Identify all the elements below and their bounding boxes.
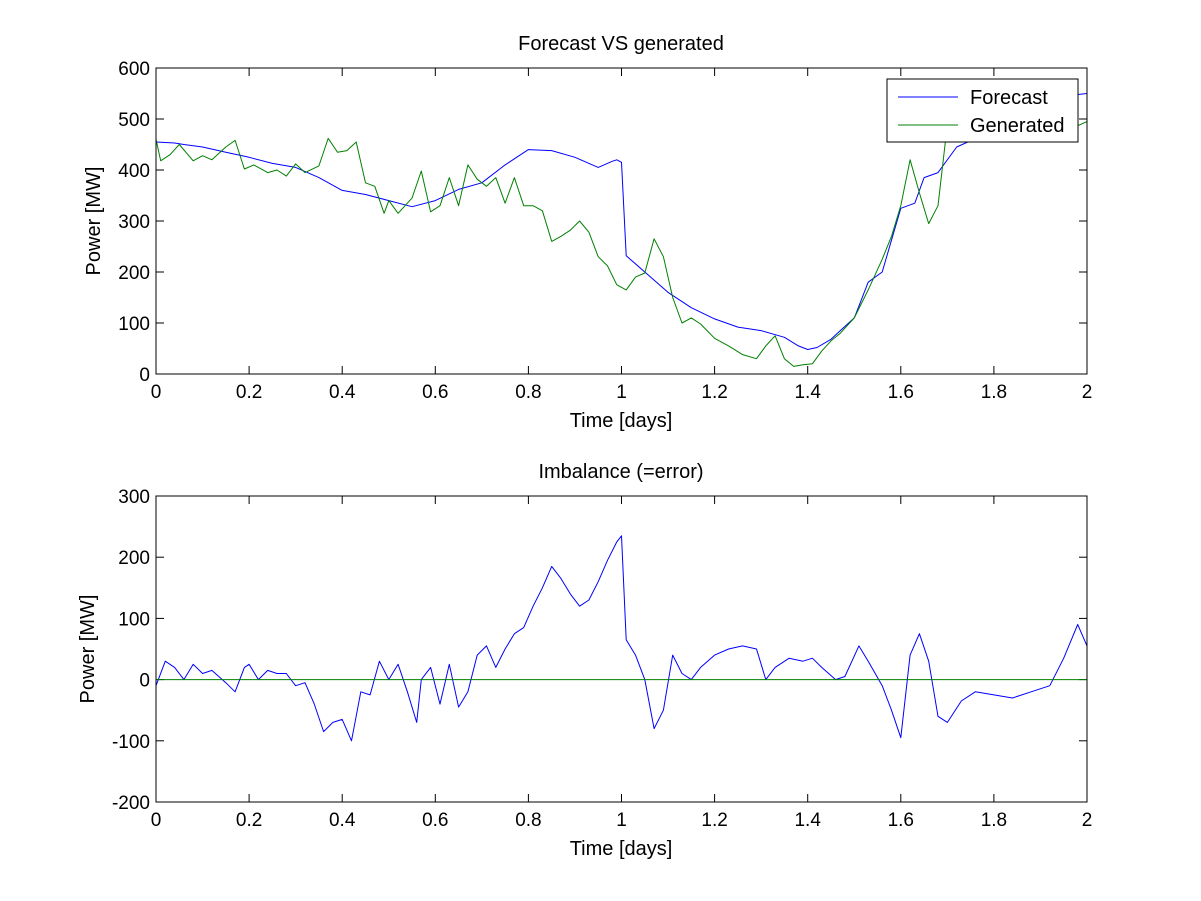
y-axis-label: Power [MW] xyxy=(77,595,99,704)
x-tick-label: 2 xyxy=(1082,382,1093,403)
x-tick-label: 1.2 xyxy=(701,382,727,403)
series-line-generated xyxy=(156,108,1087,367)
x-tick-label: 0.2 xyxy=(236,382,262,403)
x-tick-label: 0.4 xyxy=(329,382,356,403)
x-tick-label: 0.8 xyxy=(515,382,541,403)
plot-title: Imbalance (=error) xyxy=(538,461,703,483)
y-tick-label: 300 xyxy=(118,487,150,508)
y-tick-label: 100 xyxy=(118,609,150,630)
x-tick-label: 1.8 xyxy=(981,810,1007,831)
y-tick-label: -100 xyxy=(112,732,150,753)
y-tick-label: 0 xyxy=(139,671,150,692)
y-tick-label: 300 xyxy=(118,212,150,233)
x-tick-label: 1 xyxy=(616,382,627,403)
y-tick-label: 200 xyxy=(118,548,150,569)
x-axis-label: Time [days] xyxy=(570,838,673,860)
series-lines xyxy=(156,535,1087,742)
plot-title: Forecast VS generated xyxy=(518,33,724,55)
x-tick-label: 0.2 xyxy=(236,810,262,831)
x-tick-label: 1.4 xyxy=(794,810,821,831)
x-tick-label: 0.8 xyxy=(515,810,541,831)
axes-frame xyxy=(155,495,1088,803)
tick-labels: 0 0.2 0.4 0.6 0.8 1 1.2 1.4 1.6 1.8 2 0 100 200 300 400… xyxy=(118,59,1092,403)
imbalance-plot: Imbalance (=error) Time [days] Power [MW… xyxy=(77,461,1092,860)
axes-frame xyxy=(155,67,1088,375)
y-tick-label: 600 xyxy=(118,59,150,80)
y-tick-label: -200 xyxy=(112,793,150,814)
y-axis-label: Power [MW] xyxy=(83,167,105,276)
y-tick-label: 500 xyxy=(118,110,150,131)
legend-label-forecast: Forecast xyxy=(970,87,1048,109)
x-tick-label: 2 xyxy=(1082,810,1093,831)
x-tick-label: 1 xyxy=(616,810,627,831)
x-tick-label: 1.2 xyxy=(701,810,727,831)
tick-marks xyxy=(155,67,1088,375)
legend: Forecast Generated xyxy=(886,78,1079,143)
x-tick-label: 0 xyxy=(151,382,162,403)
series-line-0 xyxy=(156,535,1087,742)
x-axis-label: Time [days] xyxy=(570,410,673,432)
y-tick-label: 0 xyxy=(139,365,150,386)
y-tick-label: 400 xyxy=(118,161,150,182)
y-tick-label: 200 xyxy=(118,263,150,284)
x-tick-label: 1.6 xyxy=(888,810,914,831)
x-tick-label: 1.4 xyxy=(794,382,821,403)
x-tick-label: 0 xyxy=(151,810,162,831)
legend-box xyxy=(886,78,1079,143)
y-tick-label: 100 xyxy=(118,314,150,335)
x-tick-label: 0.4 xyxy=(329,810,356,831)
x-tick-label: 1.8 xyxy=(981,382,1007,403)
x-tick-label: 0.6 xyxy=(422,382,448,403)
x-tick-label: 1.6 xyxy=(888,382,914,403)
forecast-vs-generated-plot: Forecast VS generated Time [days] Power … xyxy=(83,33,1092,432)
legend-label-generated: Generated xyxy=(970,115,1065,137)
tick-labels: 0 0.2 0.4 0.6 0.8 1 1.2 1.4 1.6 1.8 2 -200 -100 0 100 2… xyxy=(112,487,1092,831)
series-lines xyxy=(156,93,1087,367)
x-tick-label: 0.6 xyxy=(422,810,448,831)
